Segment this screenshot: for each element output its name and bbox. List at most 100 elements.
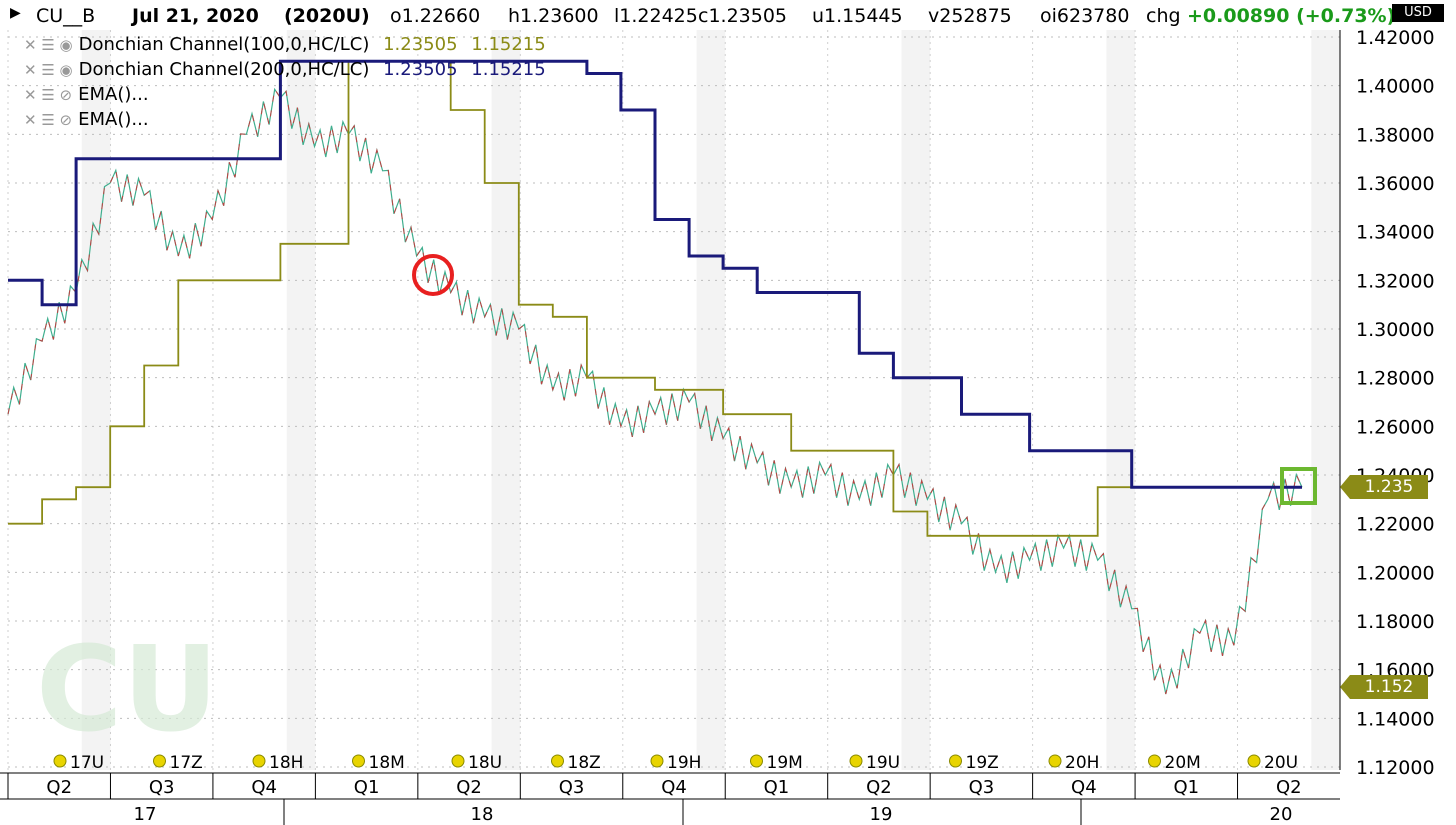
contract-marker-label: 20H: [1065, 753, 1099, 773]
legend-donchian-100[interactable]: ✕ ☰ ◉ Donchian Channel(100,0,HC/LC) 1.235…: [24, 34, 546, 55]
contract-marker-icon: [1048, 754, 1062, 768]
grid-lines: [7, 30, 1341, 770]
y-tick-label: 1.26000: [1356, 416, 1435, 438]
quarter-band: [286, 30, 316, 770]
contract-marker-label: 18M: [369, 753, 405, 773]
contract-marker-label: 19H: [667, 753, 701, 773]
hidden-eye-icon[interactable]: ✕ ☰ ⊘: [24, 111, 73, 129]
y-tick-label: 1.36000: [1356, 173, 1435, 195]
year-label: 19: [870, 804, 893, 825]
contract-marker-icon: [650, 754, 664, 768]
contract-marker-icon: [352, 754, 365, 768]
year-label: 17: [134, 804, 157, 825]
contract-marker-label: 19U: [866, 753, 900, 773]
y-tick-label: 1.40000: [1356, 76, 1435, 98]
date-label: Jul 21, 2020: [132, 5, 259, 27]
contract-marker-label: 20U: [1264, 753, 1298, 773]
series-lines: [7, 59, 1303, 695]
contract-marker-label: 18U: [468, 753, 502, 773]
open-value: o1.22660: [390, 5, 481, 27]
cross-signal-circle: [412, 254, 454, 296]
y-tick-label: 1.28000: [1356, 368, 1435, 390]
legend-lower-value: 1.15215: [471, 59, 546, 80]
contract-marker-icon: [153, 754, 166, 768]
volume-value: v252875: [928, 5, 1012, 27]
open-interest-value: oi623780: [1040, 5, 1130, 27]
contract-marker-label: 18H: [269, 753, 303, 773]
contract-marker-icon: [252, 754, 266, 768]
contract-marker-label: 17Z: [170, 753, 203, 773]
contract-marker-label: 19M: [767, 753, 803, 773]
y-tick-label: 1.12000: [1356, 757, 1435, 779]
quarter-label: Q1: [764, 777, 790, 798]
quarter-label: Q4: [251, 777, 277, 798]
year-label: 20: [1270, 804, 1293, 825]
channel-line-1: [8, 60, 1302, 537]
latest-signal-box: [1280, 467, 1317, 505]
contract-markers: 17U 17Z 18H 18M 18U 18Z 19H 19M 19U 19Z 20H 20M 20U: [53, 753, 1298, 773]
u-value: u1.15445: [812, 5, 903, 27]
contract-marker-label: 17U: [70, 753, 104, 773]
quarter-band: [696, 30, 726, 770]
quarter-label: Q3: [969, 777, 995, 798]
contract-marker-label: 19Z: [966, 753, 999, 773]
hidden-eye-icon[interactable]: ✕ ☰ ⊘: [24, 86, 73, 104]
low-value: l1.22425: [614, 5, 698, 27]
quote-header: ▶ CU__B Jul 21, 2020 (2020U) o1.22660 h1…: [0, 0, 1456, 34]
quarter-band: [901, 30, 931, 770]
chg-label: chg: [1146, 5, 1181, 27]
legend-upper-value: 1.23505: [383, 59, 458, 80]
close-icon[interactable]: ✕ ☰ ◉: [24, 61, 73, 79]
symbol-label[interactable]: CU__B: [36, 5, 96, 27]
quarter-band: [1311, 30, 1340, 770]
y-tick-label: 1.20000: [1356, 562, 1435, 584]
contract-marker-label: 18Z: [568, 753, 601, 773]
close-value: c1.23505: [698, 5, 788, 27]
contract-marker-label: 20M: [1165, 753, 1201, 773]
contract-marker-icon: [1247, 754, 1261, 768]
contract-label: (2020U): [284, 5, 370, 27]
quarter-label: Q1: [354, 777, 380, 798]
contract-marker-icon: [451, 754, 465, 768]
legend-upper-value: 1.23505: [383, 34, 458, 55]
quarter-label: Q3: [559, 777, 585, 798]
year-label: 18: [471, 804, 494, 825]
channel-line-2: [8, 59, 1302, 489]
contract-marker-icon: [1148, 754, 1161, 768]
y-tick-label: 1.30000: [1356, 319, 1435, 341]
close-icon[interactable]: ✕ ☰ ◉: [24, 36, 73, 54]
contract-marker-icon: [551, 754, 564, 768]
y-tick-label: 1.22000: [1356, 514, 1435, 536]
quarter-label: Q1: [1173, 777, 1199, 798]
chg-value: +0.00890 (+0.73%): [1187, 5, 1396, 27]
quarter-label: Q2: [456, 777, 482, 798]
quarter-label: Q3: [149, 777, 175, 798]
legend-ema-2[interactable]: ✕ ☰ ⊘ EMA()...: [24, 109, 149, 130]
quarter-bands: [81, 30, 1340, 770]
y-tick-label: 1.14000: [1356, 708, 1435, 730]
legend-lower-value: 1.15215: [471, 34, 546, 55]
symbol-watermark: CU: [36, 620, 219, 758]
contract-marker-icon: [849, 754, 863, 768]
quarter-label: Q4: [1071, 777, 1097, 798]
upper-price-tag: 1.235: [1340, 475, 1428, 499]
high-value: h1.23600: [508, 5, 599, 27]
quarter-label: Q2: [1276, 777, 1302, 798]
legend-donchian-200[interactable]: ✕ ☰ ◉ Donchian Channel(200,0,HC/LC) 1.235…: [24, 59, 546, 80]
y-tick-label: 1.18000: [1356, 611, 1435, 633]
contract-marker-icon: [53, 754, 67, 768]
legend-ema-1[interactable]: ✕ ☰ ⊘ EMA()...: [24, 84, 149, 105]
currency-badge[interactable]: USD: [1392, 4, 1444, 22]
y-tick-label: 1.32000: [1356, 270, 1435, 292]
y-tick-label: 1.42000: [1356, 27, 1435, 49]
expand-arrow-icon[interactable]: ▶: [10, 5, 21, 21]
quarter-band: [1106, 30, 1136, 770]
y-axis: 1.42000 1.40000 1.38000 1.36000 1.34000 1.320…: [1339, 27, 1435, 779]
x-axis: Q2 Q3 Q4 Q1 Q2 Q3 Q4 Q1 Q2 Q3 Q4 Q1 Q2 17 18 19 20: [0, 772, 1340, 825]
quarter-label: Q2: [46, 777, 72, 798]
y-tick-label: 1.38000: [1356, 124, 1435, 146]
quarter-band: [81, 30, 111, 770]
quarter-band: [491, 30, 521, 770]
y-tick-label: 1.34000: [1356, 222, 1435, 244]
